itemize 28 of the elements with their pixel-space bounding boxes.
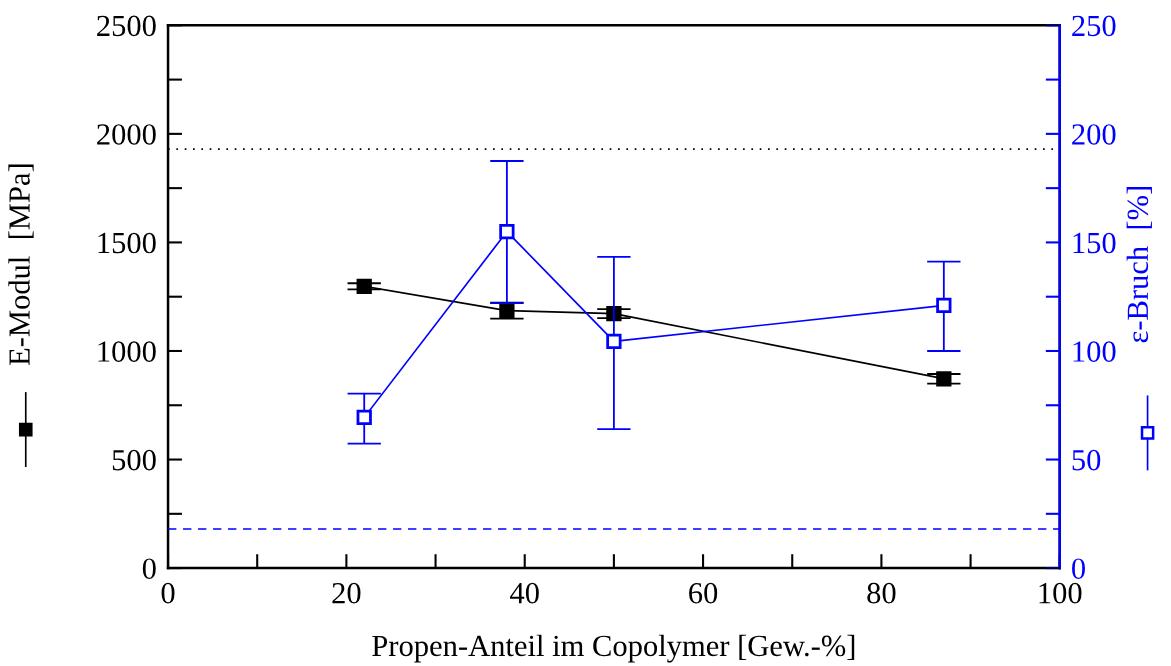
y-axis-title: E-Modul [MPa] xyxy=(8,164,34,366)
y-tick-label: 0 xyxy=(142,558,156,579)
y2-tick-label: 200 xyxy=(1072,124,1116,145)
point xyxy=(936,371,952,387)
x-axis-title: Propen-Anteil im Copolymer [Gew.-%] xyxy=(372,634,855,663)
x-tick-label: 0 xyxy=(161,582,175,604)
y2-tick-label: 100 xyxy=(1073,341,1116,362)
point xyxy=(499,223,515,240)
point xyxy=(356,409,372,426)
y-tick-label: 1500 xyxy=(98,232,156,254)
y2-axis-title: ε-Bruch [%] xyxy=(1126,187,1152,343)
y2-tick-label: 250 xyxy=(1072,15,1116,37)
x-tick-label: 100 xyxy=(1039,582,1082,604)
y-tick-label: 1000 xyxy=(98,341,156,362)
x-tick-label: 20 xyxy=(332,582,361,604)
point xyxy=(606,333,622,350)
y-tick-label: 500 xyxy=(112,449,156,471)
x-tick-label: 40 xyxy=(510,582,539,604)
point xyxy=(356,278,372,294)
y-tick-label: 2500 xyxy=(97,15,156,37)
x-tick-label: 60 xyxy=(689,582,718,604)
point xyxy=(936,297,952,314)
y-tick-label: 2000 xyxy=(97,124,156,145)
y2-tick-label: 150 xyxy=(1073,232,1116,254)
y2-tick-label: 50 xyxy=(1072,449,1101,471)
point xyxy=(499,302,515,319)
y2-tick-label: 0 xyxy=(1072,558,1085,579)
x-tick-label: 80 xyxy=(867,582,896,604)
